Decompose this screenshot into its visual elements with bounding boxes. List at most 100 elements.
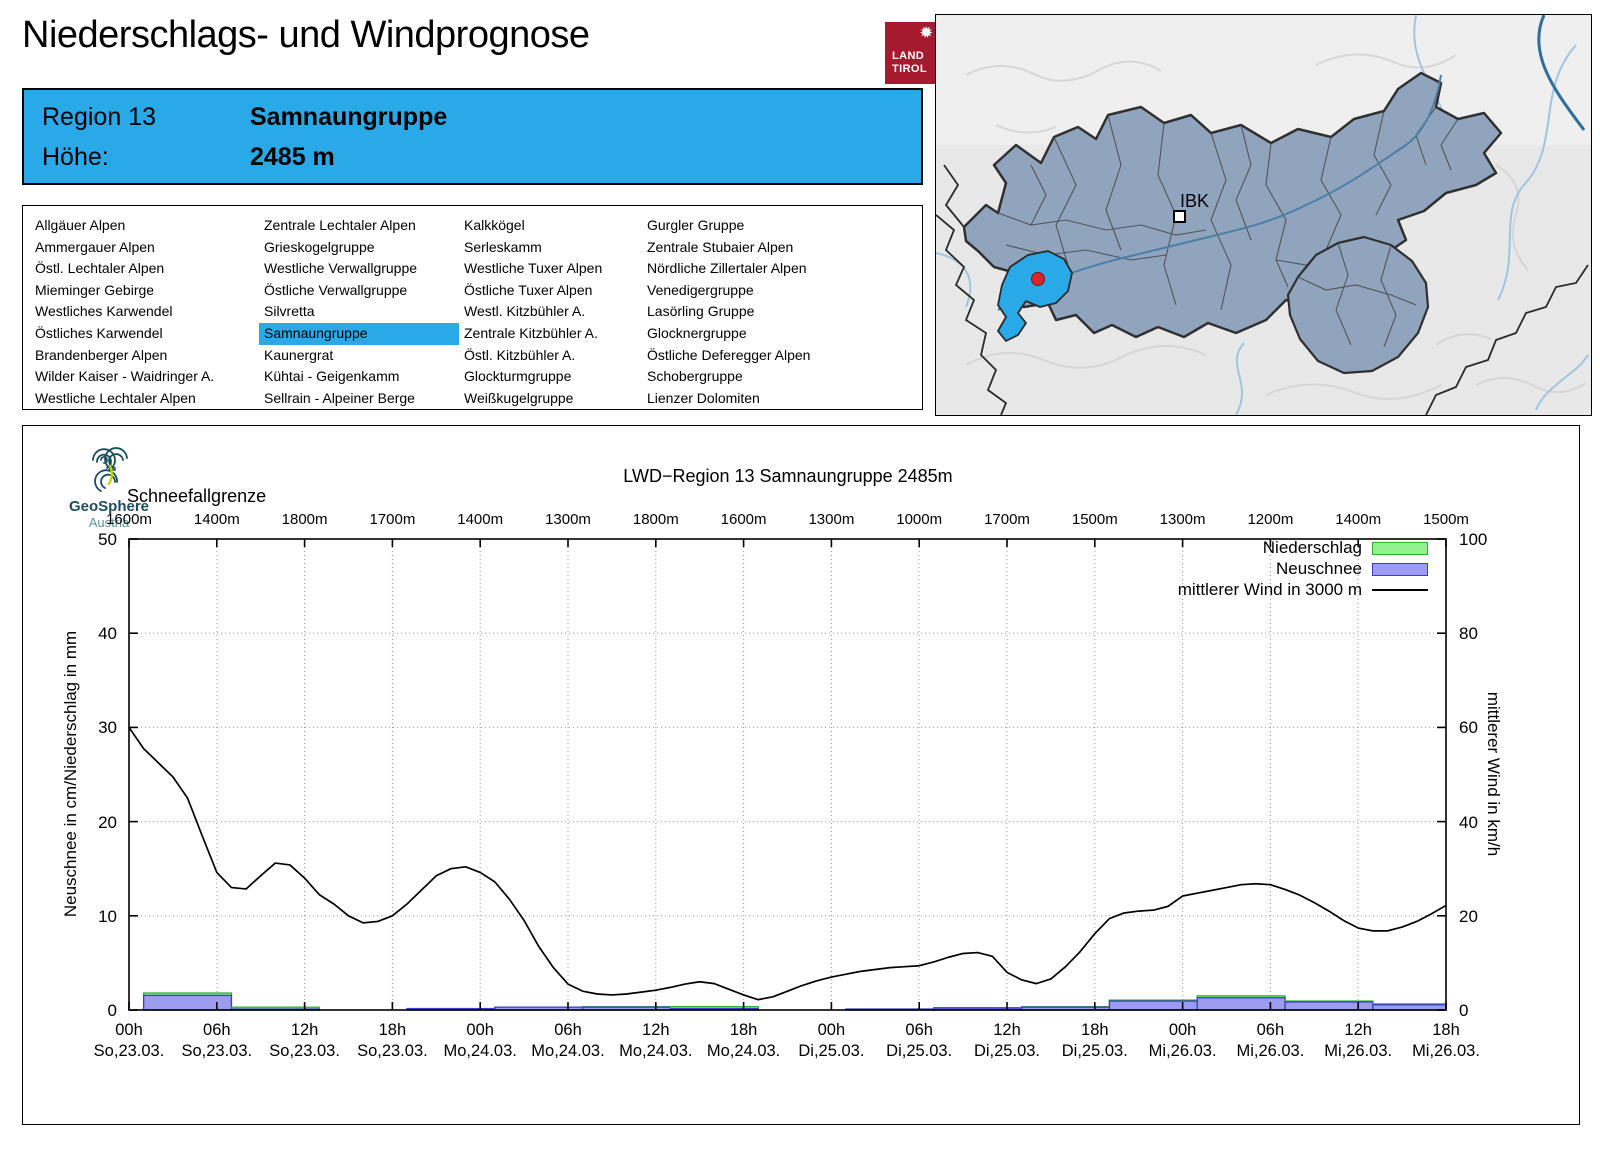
legend-label-neuschnee: Neuschnee: [1275, 559, 1362, 578]
snowline-value: 1400m: [193, 511, 240, 528]
x-tick-label: 12h So,23.03.: [255, 1020, 355, 1062]
snowline-value: 1700m: [984, 511, 1030, 528]
region-list-item[interactable]: Serleskamm: [464, 238, 542, 255]
x-tick-label: 12h Di,25.03.: [957, 1020, 1057, 1062]
snowline-value: 1000m: [896, 511, 943, 528]
map-region-east-tirol: [1286, 235, 1430, 375]
x-tick-label: 18h Di,25.03.: [1045, 1020, 1145, 1062]
region-list-item[interactable]: Zentrale Kitzbühler A.: [464, 324, 598, 341]
x-tick-hour: 18h: [378, 1021, 407, 1039]
river-inn: [997, 74, 1442, 311]
plot-border: [128, 538, 1447, 1011]
region-list-item[interactable]: Sellrain - Alpeiner Berge: [264, 389, 415, 406]
region-list-item[interactable]: Grieskogelgruppe: [264, 238, 375, 255]
region-list-item[interactable]: Gurgler Gruppe: [647, 217, 745, 233]
region-list-item[interactable]: Lienzer Dolomiten: [647, 389, 760, 406]
x-tick-day: Mi,26.03.: [1412, 1042, 1480, 1060]
region-list-item[interactable]: Westliche Lechtaler Alpen: [35, 389, 196, 406]
x-tick-day: Di,25.03.: [886, 1042, 953, 1060]
snowline-value: 1700m: [369, 511, 416, 528]
left-axis-tick: 0: [107, 1001, 117, 1020]
x-tick-hour: 12h: [642, 1021, 670, 1039]
region-list-item[interactable]: Weißkugelgruppe: [464, 389, 574, 406]
river-dark: [1537, 15, 1586, 131]
legend-row-neuschnee: Neuschnee: [1276, 559, 1428, 579]
neuschnee-swatch-icon: [1372, 562, 1428, 576]
region-list-item[interactable]: Zentrale Lechtaler Alpen: [264, 217, 416, 233]
left-axis-tick: 30: [98, 718, 117, 738]
region-list-item[interactable]: Östl. Lechtaler Alpen: [35, 260, 165, 277]
x-tick-day: Mo,24.03.: [619, 1042, 693, 1060]
x-tick-hour: 00h: [466, 1021, 494, 1039]
snowline-value: 1400m: [457, 511, 504, 528]
right-axis-tick: 100: [1459, 530, 1488, 549]
region-list-item[interactable]: Kalkkögel: [464, 217, 525, 233]
map-region-north-tirol: [962, 71, 1503, 339]
region-list-item[interactable]: Mieminger Gebirge: [35, 281, 155, 298]
snowline-label: Schneefallgrenze: [127, 486, 267, 506]
legend-label-niederschlag: Niederschlag: [1262, 538, 1362, 557]
x-tick-label: 06h Di,25.03.: [869, 1020, 969, 1062]
region-selector-list: Allgäuer Alpen Ammergauer Alpen Östl. Lech…: [22, 205, 923, 410]
region-list-item[interactable]: Östliches Karwendel: [35, 324, 163, 341]
map-subregion-borders: [997, 106, 1459, 311]
region-list-item[interactable]: Östliche Tuxer Alpen: [464, 281, 593, 298]
region-list-column-1: Allgäuer Alpen Ammergauer Alpen Östl. Lech…: [30, 215, 219, 409]
region-list-item[interactable]: Zentrale Stubaier Alpen: [647, 238, 794, 255]
land-tirol-logo: LAND TIROL: [885, 22, 939, 84]
region-list-item[interactable]: Glocknergruppe: [647, 324, 747, 341]
x-tick-label: 00h Mo,24.03.: [430, 1020, 530, 1062]
region-list-item[interactable]: Östl. Kitzbühler A.: [464, 346, 576, 363]
region-list-item[interactable]: Wilder Kaiser - Waidringer A.: [35, 368, 215, 385]
right-axis-tick: 80: [1459, 624, 1478, 644]
chart-legend: Niederschlag Neuschnee mittlerer Wind in…: [1178, 538, 1428, 600]
ibk-label: IBK: [1180, 191, 1209, 211]
region-list-item[interactable]: Kaunergrat: [264, 346, 334, 363]
legend-row-wind: mittlerer Wind in 3000 m: [1178, 580, 1428, 600]
region-list-item-selected[interactable]: Samnaungruppe: [259, 322, 459, 345]
region-list-column-3: Kalkkögel Serleskamm Westliche Tuxer Alpen…: [459, 215, 607, 409]
region-list-item[interactable]: Ammergauer Alpen: [35, 238, 155, 255]
region-number-label: Region 13: [42, 103, 156, 131]
gridlines: [129, 539, 1446, 1010]
region-list-item[interactable]: Allgäuer Alpen: [35, 217, 126, 233]
x-tick-day: Mo,24.03.: [443, 1042, 517, 1060]
region-list-item[interactable]: Nördliche Zillertaler Alpen: [647, 260, 807, 277]
region-list-item[interactable]: Östliche Deferegger Alpen: [647, 346, 811, 363]
wind-line-swatch-icon: [1372, 589, 1428, 591]
region-list-item[interactable]: Westliche Tuxer Alpen: [464, 260, 603, 277]
x-tick-day: Mo,24.03.: [531, 1042, 605, 1060]
region-list-item[interactable]: Brandenberger Alpen: [35, 346, 168, 363]
tirol-eagle-icon: [919, 26, 933, 39]
region-list-item[interactable]: Westl. Kitzbühler A.: [464, 303, 586, 320]
x-tick-day: So,23.03.: [269, 1042, 340, 1060]
x-tick-label: 00h Mi,26.03.: [1133, 1020, 1233, 1062]
region-list-item[interactable]: Kühtai - Geigenkamm: [264, 368, 400, 385]
region-list-item[interactable]: Schobergruppe: [647, 368, 743, 385]
wind-line-series: [128, 726, 1447, 1001]
x-tick-label: 00h So,23.03.: [79, 1020, 179, 1062]
region-list-item[interactable]: Westliche Verwallgruppe: [264, 260, 418, 277]
x-tick-day: So,23.03.: [357, 1042, 428, 1060]
x-tick-label: 06h So,23.03.: [167, 1020, 267, 1062]
neuschnee-bar: [142, 994, 233, 1011]
map-subregion-borders-east: [1297, 242, 1417, 348]
geosphere-swirl-icon: [92, 447, 128, 492]
snowline-value: 1800m: [632, 511, 679, 528]
terrain-ridges: [965, 53, 1587, 400]
x-tick-day: Di,25.03.: [1061, 1042, 1128, 1060]
x-tick-label: 18h Mi,26.03.: [1396, 1020, 1496, 1062]
snowline-value: 1400m: [1335, 511, 1382, 528]
region-list-item[interactable]: Lasörling Gruppe: [647, 303, 755, 320]
left-axis-tick: 10: [98, 906, 117, 926]
precip-snow-bars: [142, 992, 1447, 1011]
region-list-item[interactable]: Glockturmgruppe: [464, 368, 572, 385]
x-tick-hour: 00h: [115, 1021, 143, 1039]
region-list-item[interactable]: Venedigergruppe: [647, 281, 754, 298]
region-list-item[interactable]: Silvretta: [264, 303, 315, 320]
region-list-item[interactable]: Westliches Karwendel: [35, 303, 173, 320]
niederschlag-swatch-icon: [1372, 541, 1428, 555]
region-list-item[interactable]: Östliche Verwallgruppe: [264, 281, 408, 298]
x-tick-hour: 18h: [729, 1021, 758, 1039]
x-tick-hour: 00h: [1168, 1021, 1197, 1039]
